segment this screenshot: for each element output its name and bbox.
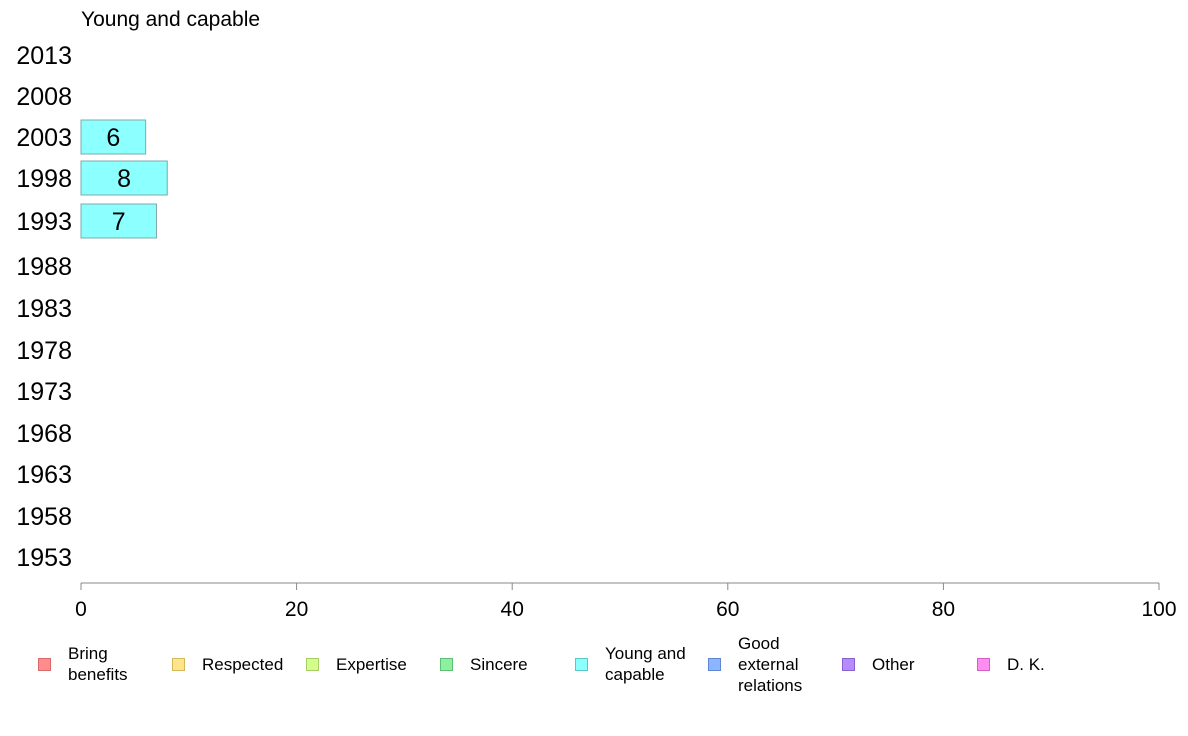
legend-swatch [575,657,588,671]
legend-swatch [38,657,51,671]
legend-swatch [440,657,453,671]
y-tick-label: 1978 [16,337,72,365]
legend-label: Respected [202,654,284,674]
y-tick-label: 1953 [16,544,72,572]
legend-item: Good external relations [708,632,802,696]
legend-label: Young and capable [605,644,686,684]
legend-swatch [306,657,319,671]
y-axis-labels: 2013 2008 2003 1998 1993 1988 1983 1978 1973 1968… [16,42,72,572]
legend-label: Bring benefits [68,644,128,684]
x-tick-label: 40 [501,598,524,621]
y-tick-label: 1983 [16,295,72,323]
legend-label: Good external relations [738,633,803,695]
x-tick-label: 80 [932,598,955,621]
x-axis: 0 20 40 60 80 100 [75,582,1177,621]
legend-swatch [172,657,185,671]
y-tick-label: 1988 [16,253,72,281]
y-tick-label: 1968 [16,420,72,448]
x-tick-label: 0 [75,598,87,621]
y-tick-label: 1963 [16,461,72,489]
bar [80,160,168,196]
legend-item: D. K. [977,632,1045,696]
y-tick-label: 1958 [16,503,72,531]
legend-item: Expertise [306,632,407,696]
legend-item: Sincere [440,632,528,696]
y-tick-label: 1998 [16,165,72,193]
bar [80,203,157,239]
chart: Young and capable 2013200820031998199319… [16,8,1177,621]
y-tick-label: 1973 [16,378,72,406]
legend-item: Young and capable [575,632,686,696]
legend-label: Sincere [470,654,528,674]
bars: 6 8 7 [80,119,168,239]
legend-label: D. K. [1007,654,1045,674]
legend-label: Other [872,654,915,674]
bar-value-label: 6 [106,124,120,152]
legend-label: Expertise [336,654,407,674]
x-tick-label: 100 [1141,598,1176,621]
legend-item: Bring benefits [38,632,128,696]
legend-item: Respected [172,632,283,696]
legend: Bring benefits Respected Expertise Sincere Yo… [38,632,1178,702]
bar-value-label: 8 [117,165,131,193]
bar [80,119,147,155]
chart-title: Young and capable [81,8,260,31]
legend-swatch [842,657,855,671]
legend-swatch [708,657,721,671]
y-tick-label: 2008 [16,83,72,111]
y-tick-label: 1993 [16,208,72,236]
x-tick-label: 20 [285,598,308,621]
legend-swatch [977,657,990,671]
x-tick-label: 60 [716,598,739,621]
y-tick-label: 2013 [16,42,72,70]
legend-item: Other [842,632,915,696]
bar-value-label: 7 [112,208,126,236]
y-tick-label: 2003 [16,124,72,152]
